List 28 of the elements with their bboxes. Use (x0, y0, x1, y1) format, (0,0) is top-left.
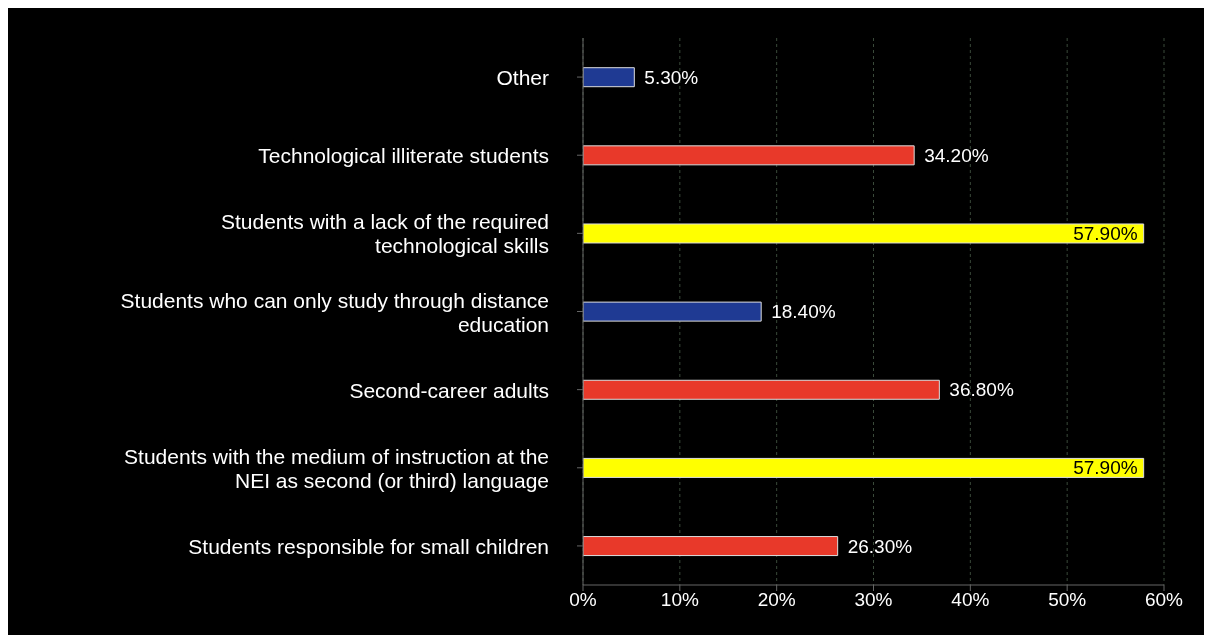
x-tick-label: 40% (951, 589, 990, 611)
x-tick-label: 50% (1048, 589, 1087, 611)
y-tick-label: Other (496, 65, 549, 89)
y-tick-label: Students who can only study through distance education (120, 288, 549, 335)
bar (583, 536, 839, 557)
x-tick-label: 20% (757, 589, 796, 611)
y-tick-label: Students responsible for small children (188, 534, 549, 558)
data-label: 18.40% (771, 301, 836, 323)
y-tick-label: Second-career adults (349, 378, 549, 402)
x-tick-label: 10% (660, 589, 699, 611)
data-label: 34.20% (924, 144, 989, 166)
data-label: 5.30% (644, 66, 699, 88)
y-tick-label: Students with a lack of the required technological skills (220, 209, 549, 257)
y-tick-label: Students with the medium of instruction at the NEI as second (or third) language (124, 444, 549, 492)
bar (583, 223, 1145, 244)
x-tick-label: 60% (1144, 589, 1184, 611)
bar (583, 379, 940, 400)
x-tick-label: 0% (569, 589, 597, 611)
bar (583, 301, 762, 322)
data-label: 57.90% (1073, 457, 1138, 479)
data-label: 26.30% (847, 535, 913, 557)
y-tick-label: Technological illiterate students (258, 143, 549, 167)
data-label: 57.90% (1073, 222, 1138, 244)
data-label: 36.80% (949, 379, 1014, 401)
bar (583, 67, 635, 88)
x-tick-label: 30% (854, 589, 893, 611)
bar (583, 457, 1145, 478)
bar (583, 145, 915, 166)
